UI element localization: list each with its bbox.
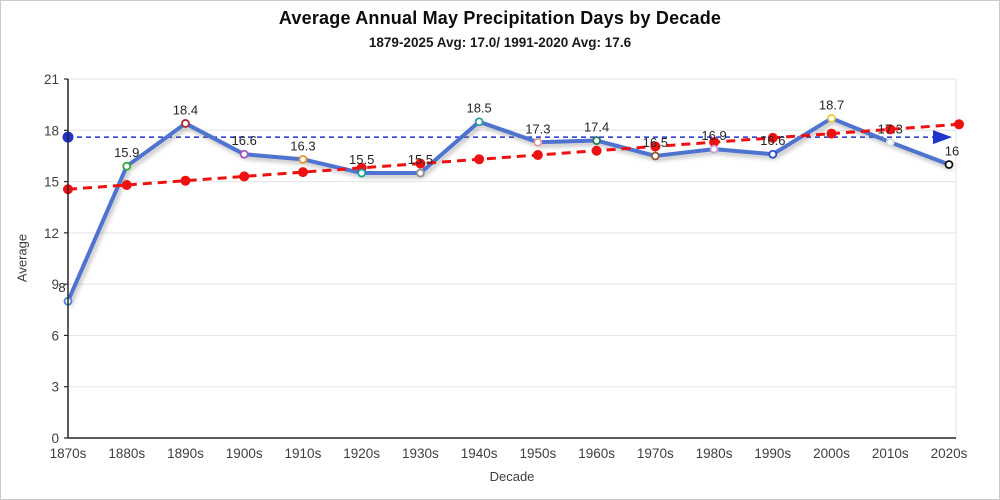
x-tick-label: 1950s — [519, 446, 556, 461]
x-tick-label: 1910s — [285, 446, 322, 461]
trend-point-marker — [180, 175, 191, 186]
trend-point-marker — [709, 137, 720, 148]
x-axis-title: Decade — [489, 469, 535, 484]
x-tick-label: 1990s — [754, 446, 791, 461]
x-tick-label: 1880s — [108, 446, 145, 461]
data-label: 15.9 — [114, 145, 139, 160]
data-point-marker — [239, 149, 249, 159]
trend-point-marker — [532, 150, 543, 161]
x-tick-label: 1970s — [637, 446, 674, 461]
data-point-marker — [533, 137, 543, 147]
y-tick-label: 18 — [44, 123, 59, 138]
data-label: 16.5 — [643, 135, 668, 150]
trend-point-marker — [297, 167, 308, 178]
trend-point-marker — [239, 171, 250, 182]
data-label: 16.3 — [290, 138, 315, 153]
data-point-marker — [357, 168, 367, 178]
y-tick-label: 15 — [44, 175, 59, 190]
data-label: 15.5 — [349, 152, 374, 167]
x-tick-label: 1980s — [696, 446, 733, 461]
x-tick-label: 2020s — [931, 446, 968, 461]
data-label: 16.6 — [232, 133, 257, 148]
y-tick-label: 3 — [51, 380, 59, 395]
data-label: 18.7 — [819, 97, 844, 112]
y-tick-label: 12 — [44, 226, 59, 241]
data-label: 17.3 — [525, 121, 550, 136]
chart-subtitle: 1879-2025 Avg: 17.0/ 1991-2020 Avg: 17.6 — [368, 35, 632, 50]
y-tick-label: 9 — [51, 277, 59, 292]
chart-title: Average Annual May Precipitation Days by… — [278, 8, 722, 28]
x-tick-label: 1920s — [343, 446, 380, 461]
data-label: 17.4 — [584, 120, 609, 135]
data-label: 8 — [58, 280, 65, 295]
x-tick-label: 1930s — [402, 446, 439, 461]
x-tick-label: 2010s — [872, 446, 909, 461]
trend-point-marker — [591, 145, 602, 156]
data-point-marker — [709, 144, 719, 154]
trend-point-marker — [650, 141, 661, 152]
data-label: 16 — [945, 143, 959, 158]
y-tick-label: 21 — [44, 72, 59, 87]
trend-point-marker — [121, 179, 132, 190]
data-point-marker — [298, 154, 308, 164]
data-point-marker — [474, 117, 484, 127]
trend-point-marker — [826, 128, 837, 139]
data-point-marker — [885, 137, 895, 147]
reference-arrow-icon — [933, 130, 952, 145]
data-label: 17.3 — [878, 121, 903, 136]
data-point-marker — [181, 119, 190, 128]
trend-point-marker — [474, 154, 485, 165]
data-label: 16.9 — [701, 128, 726, 143]
x-tick-label: 1940s — [461, 446, 498, 461]
trend-end-marker — [954, 119, 964, 130]
data-label: 16.6 — [760, 133, 785, 148]
y-axis-title: Average — [14, 233, 30, 283]
data-point-marker — [650, 151, 660, 161]
x-tick-label: 1870s — [50, 446, 87, 461]
trend-point-marker — [415, 158, 426, 169]
data-label: 18.5 — [466, 101, 491, 116]
y-tick-label: 6 — [51, 328, 59, 343]
y-tick-label: 0 — [51, 431, 59, 446]
x-tick-label: 1900s — [226, 446, 263, 461]
x-tick-label: 2000s — [813, 446, 850, 461]
series-line — [66, 116, 951, 304]
data-label: 18.4 — [173, 102, 198, 117]
trend-point-marker — [885, 124, 896, 135]
trend-point-marker — [767, 132, 778, 143]
data-label: 15.5 — [408, 152, 433, 167]
data-point-marker — [592, 136, 601, 145]
data-point-marker — [768, 149, 778, 159]
data-point-marker — [415, 168, 425, 178]
x-tick-label: 1890s — [167, 446, 204, 461]
data-point-marker — [944, 160, 954, 169]
x-tick-label: 1960s — [578, 446, 615, 461]
data-point-marker — [827, 113, 836, 123]
data-point-marker — [122, 161, 132, 171]
